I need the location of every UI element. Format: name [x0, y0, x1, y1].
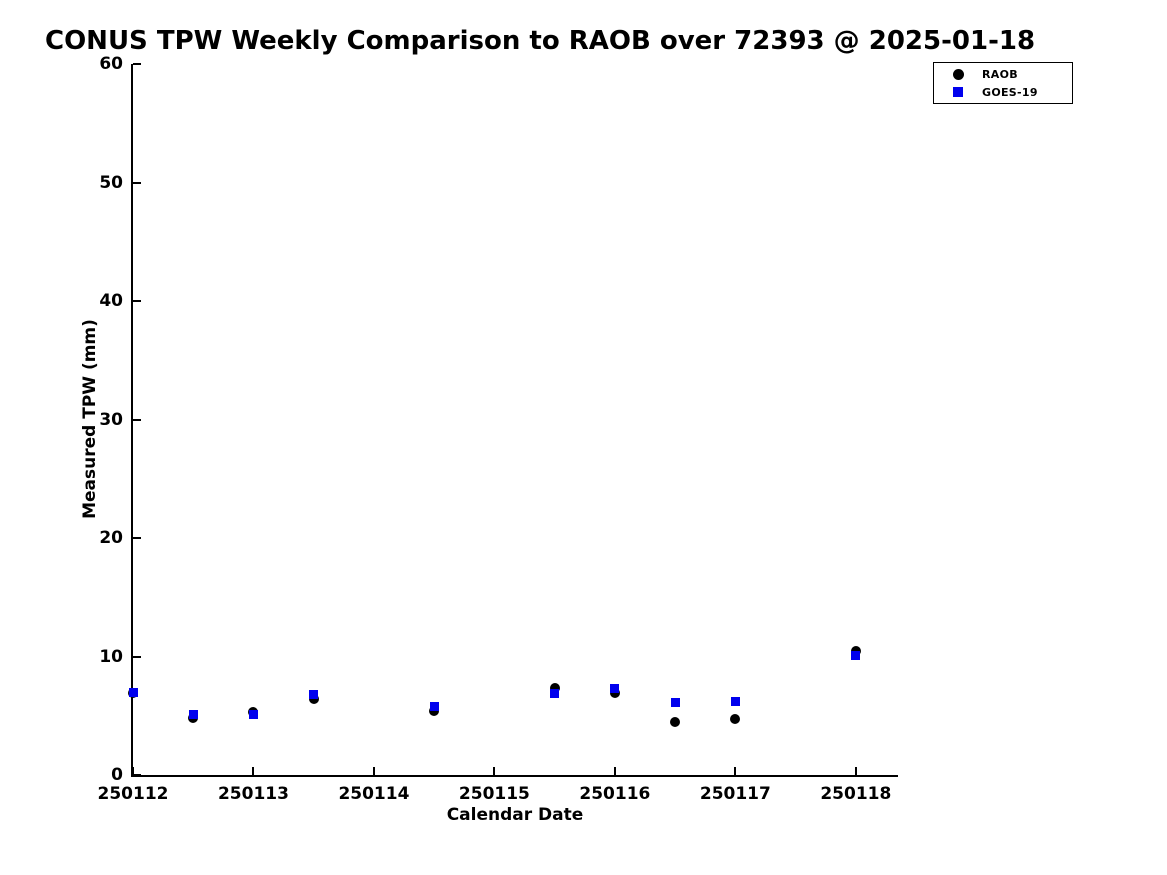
x-tick: [372, 767, 375, 775]
data-point-goes-19: [610, 683, 620, 693]
data-point-goes-19: [670, 698, 680, 708]
legend: RAOB GOES-19: [933, 62, 1073, 104]
y-tick: [133, 537, 141, 539]
data-point-goes-19: [128, 687, 138, 697]
x-tick-label: 250115: [458, 784, 530, 804]
y-tick-label: 0: [111, 765, 123, 785]
y-tick-label: 50: [99, 172, 123, 193]
x-tick-label: 250113: [217, 784, 289, 804]
y-tick: [133, 655, 141, 658]
legend-entry-goes19: GOES-19: [934, 83, 1072, 101]
x-tick-label: 250117: [699, 784, 771, 804]
data-point-goes-19: [429, 701, 439, 711]
plot-area: [128, 63, 898, 777]
data-point-goes-19: [730, 697, 740, 707]
legend-label-raob: RAOB: [982, 67, 1018, 81]
data-point-goes-19: [851, 650, 861, 660]
data-point-goes-19: [550, 688, 560, 698]
y-tick: [133, 418, 141, 421]
y-tick-label: 20: [99, 528, 123, 548]
x-tick: [613, 767, 616, 775]
x-tick-label: 250114: [338, 784, 410, 804]
data-point-raob: [730, 714, 741, 725]
x-tick-label: 250118: [820, 784, 892, 804]
y-tick-label: 60: [99, 54, 123, 74]
y-tick-label: 30: [99, 409, 123, 430]
x-tick: [734, 767, 737, 775]
y-tick-label: 40: [99, 291, 123, 311]
y-tick-label: 10: [99, 646, 123, 667]
legend-label-goes19: GOES-19: [982, 85, 1038, 99]
x-tick-label: 250116: [579, 784, 651, 804]
data-point-raob: [670, 716, 681, 727]
legend-marker-cell: [934, 68, 982, 80]
x-axis-label: Calendar Date: [446, 805, 584, 825]
goes19-square-marker-icon: [953, 87, 963, 97]
data-point-goes-19: [309, 689, 319, 699]
x-tick: [132, 767, 134, 775]
x-tick: [493, 767, 496, 775]
y-tick: [133, 63, 141, 65]
x-tick: [854, 767, 857, 775]
chart-title: CONUS TPW Weekly Comparison to RAOB over…: [45, 26, 1036, 56]
y-tick: [133, 300, 141, 302]
raob-circle-marker-icon: [952, 68, 964, 80]
data-point-raob: [609, 688, 620, 699]
y-tick: [133, 181, 141, 184]
data-point-goes-19: [188, 710, 198, 720]
legend-entry-raob: RAOB: [934, 65, 1072, 83]
legend-marker-cell: [934, 87, 982, 97]
data-point-raob: [850, 645, 861, 656]
x-tick: [252, 767, 255, 775]
data-point-raob: [549, 683, 560, 694]
data-point-goes-19: [248, 710, 258, 720]
x-tick-label: 250112: [97, 784, 169, 804]
y-tick: [133, 774, 141, 776]
data-point-raob: [429, 706, 440, 716]
data-point-raob: [308, 694, 319, 705]
